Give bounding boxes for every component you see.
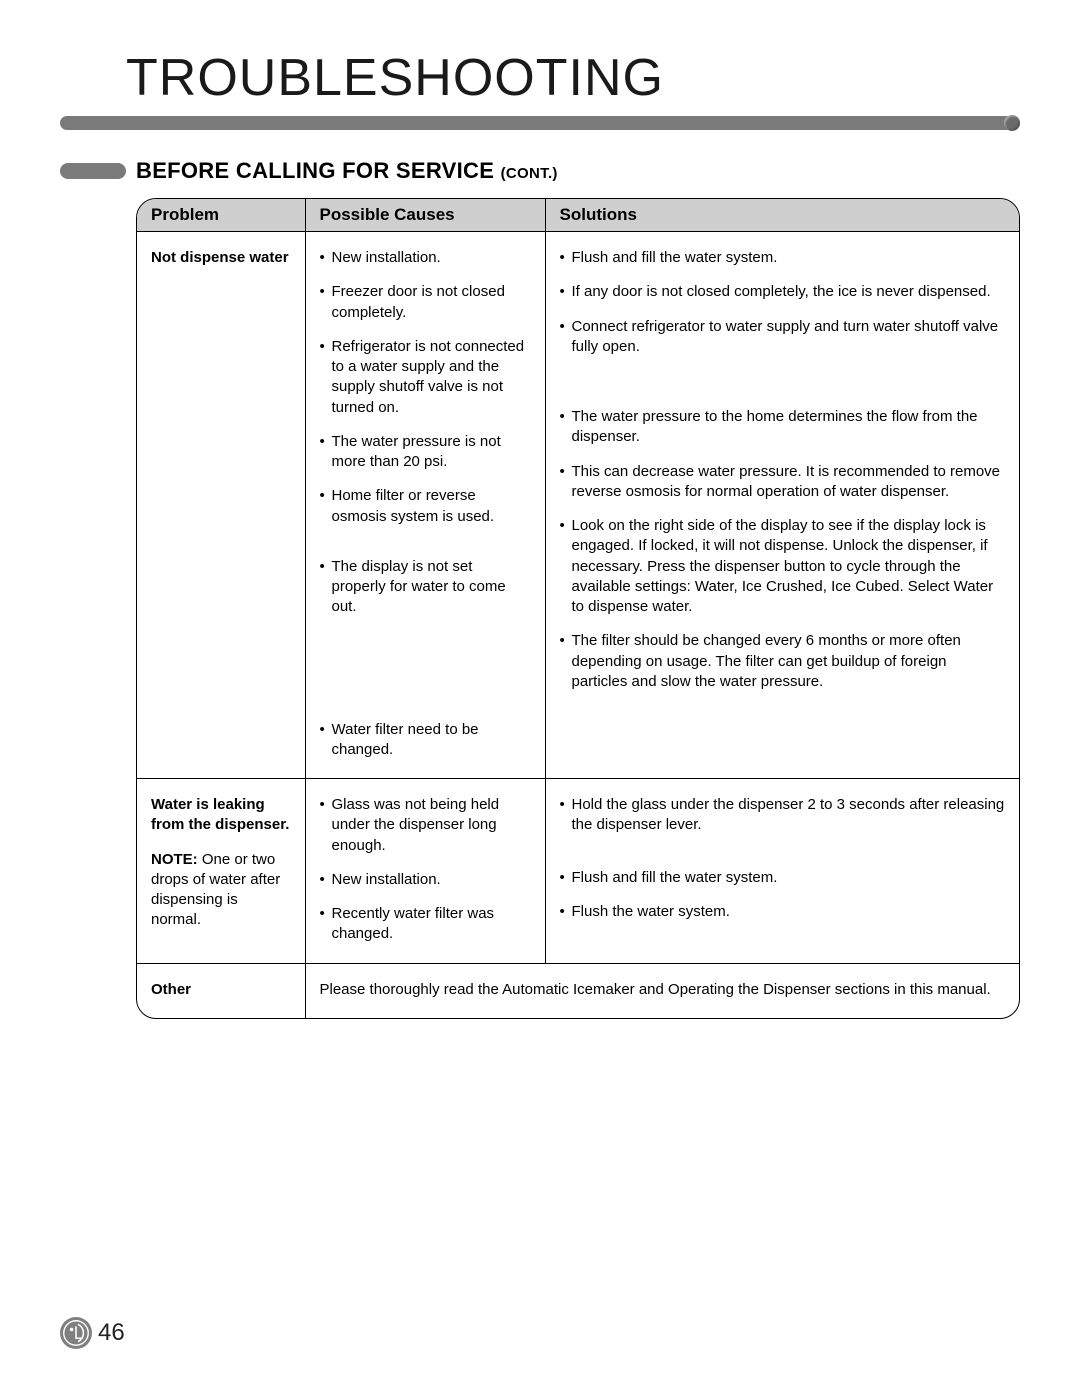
problem-label: Not dispense water xyxy=(151,248,291,268)
table-row: Water is leaking from the dispenser. NOT… xyxy=(137,779,1019,964)
note-label: NOTE: xyxy=(151,851,198,868)
merged-cell: Please thoroughly read the Automatic Ice… xyxy=(305,963,1019,1018)
subtitle-pill-icon xyxy=(60,163,126,179)
cause-item: New installation. xyxy=(320,248,531,268)
troubleshooting-table: Problem Possible Causes Solutions Not di… xyxy=(136,198,1020,1019)
table-wrapper: Problem Possible Causes Solutions Not di… xyxy=(60,198,1020,1019)
cause-item: Freezer door is not closed completely. xyxy=(320,282,531,323)
page: TROUBLESHOOTING BEFORE CALLING FOR SERVI… xyxy=(0,0,1080,1399)
problem-cell: Not dispense water xyxy=(137,232,305,779)
cause-item: The water pressure is not more than 20 p… xyxy=(320,432,531,473)
cause-item: Refrigerator is not connected to a water… xyxy=(320,337,531,418)
cause-item: Home filter or reverse osmosis system is… xyxy=(320,486,531,527)
cause-item: Water filter need to be changed. xyxy=(320,720,531,761)
solution-item: If any door is not closed completely, th… xyxy=(560,282,1006,302)
divider-bar xyxy=(60,116,1020,130)
title-block: TROUBLESHOOTING xyxy=(60,48,1020,108)
subtitle-row: BEFORE CALLING FOR SERVICE (CONT.) xyxy=(60,158,1020,184)
problem-cell: Other xyxy=(137,963,305,1018)
header-causes: Possible Causes xyxy=(305,199,545,232)
problem-note: NOTE: One or two drops of water after di… xyxy=(151,850,291,931)
solution-item: The filter should be changed every 6 mon… xyxy=(560,631,1006,692)
divider-end-cap xyxy=(1004,115,1020,131)
merged-text: Please thoroughly read the Automatic Ice… xyxy=(320,981,991,998)
cause-item: New installation. xyxy=(320,870,531,890)
cause-item: Glass was not being held under the dispe… xyxy=(320,795,531,856)
causes-cell: New installation. Freezer door is not cl… xyxy=(305,232,545,779)
table-row: Other Please thoroughly read the Automat… xyxy=(137,963,1019,1018)
solutions-cell: Flush and fill the water system. If any … xyxy=(545,232,1019,779)
subtitle-main: BEFORE CALLING FOR SERVICE xyxy=(136,158,494,183)
solution-item: Connect refrigerator to water supply and… xyxy=(560,317,1006,358)
problem-cell: Water is leaking from the dispenser. NOT… xyxy=(137,779,305,964)
header-solutions: Solutions xyxy=(545,199,1019,232)
subtitle-cont: (CONT.) xyxy=(501,165,558,182)
lg-logo-icon xyxy=(60,1317,92,1349)
page-title: TROUBLESHOOTING xyxy=(126,48,1020,108)
solution-item: Look on the right side of the display to… xyxy=(560,516,1006,617)
solutions-cell: Hold the glass under the dispenser 2 to … xyxy=(545,779,1019,964)
table-header-row: Problem Possible Causes Solutions xyxy=(137,199,1019,232)
solution-item: The water pressure to the home determine… xyxy=(560,407,1006,448)
solution-item: This can decrease water pressure. It is … xyxy=(560,462,1006,503)
problem-label: Water is leaking from the dispenser. xyxy=(151,795,291,836)
cause-item: The display is not set properly for wate… xyxy=(320,557,531,618)
page-number: 46 xyxy=(98,1319,125,1347)
solution-item: Hold the glass under the dispenser 2 to … xyxy=(560,795,1006,836)
solution-item: Flush and fill the water system. xyxy=(560,868,1006,888)
solution-item: Flush and fill the water system. xyxy=(560,248,1006,268)
problem-label: Other xyxy=(151,980,291,1000)
table-row: Not dispense water New installation. Fre… xyxy=(137,232,1019,779)
header-problem: Problem xyxy=(137,199,305,232)
causes-cell: Glass was not being held under the dispe… xyxy=(305,779,545,964)
section-subtitle: BEFORE CALLING FOR SERVICE (CONT.) xyxy=(136,158,558,184)
solution-item: Flush the water system. xyxy=(560,902,1006,922)
cause-item: Recently water filter was changed. xyxy=(320,904,531,945)
footer: 46 xyxy=(60,1317,125,1349)
divider-track xyxy=(60,116,1020,130)
